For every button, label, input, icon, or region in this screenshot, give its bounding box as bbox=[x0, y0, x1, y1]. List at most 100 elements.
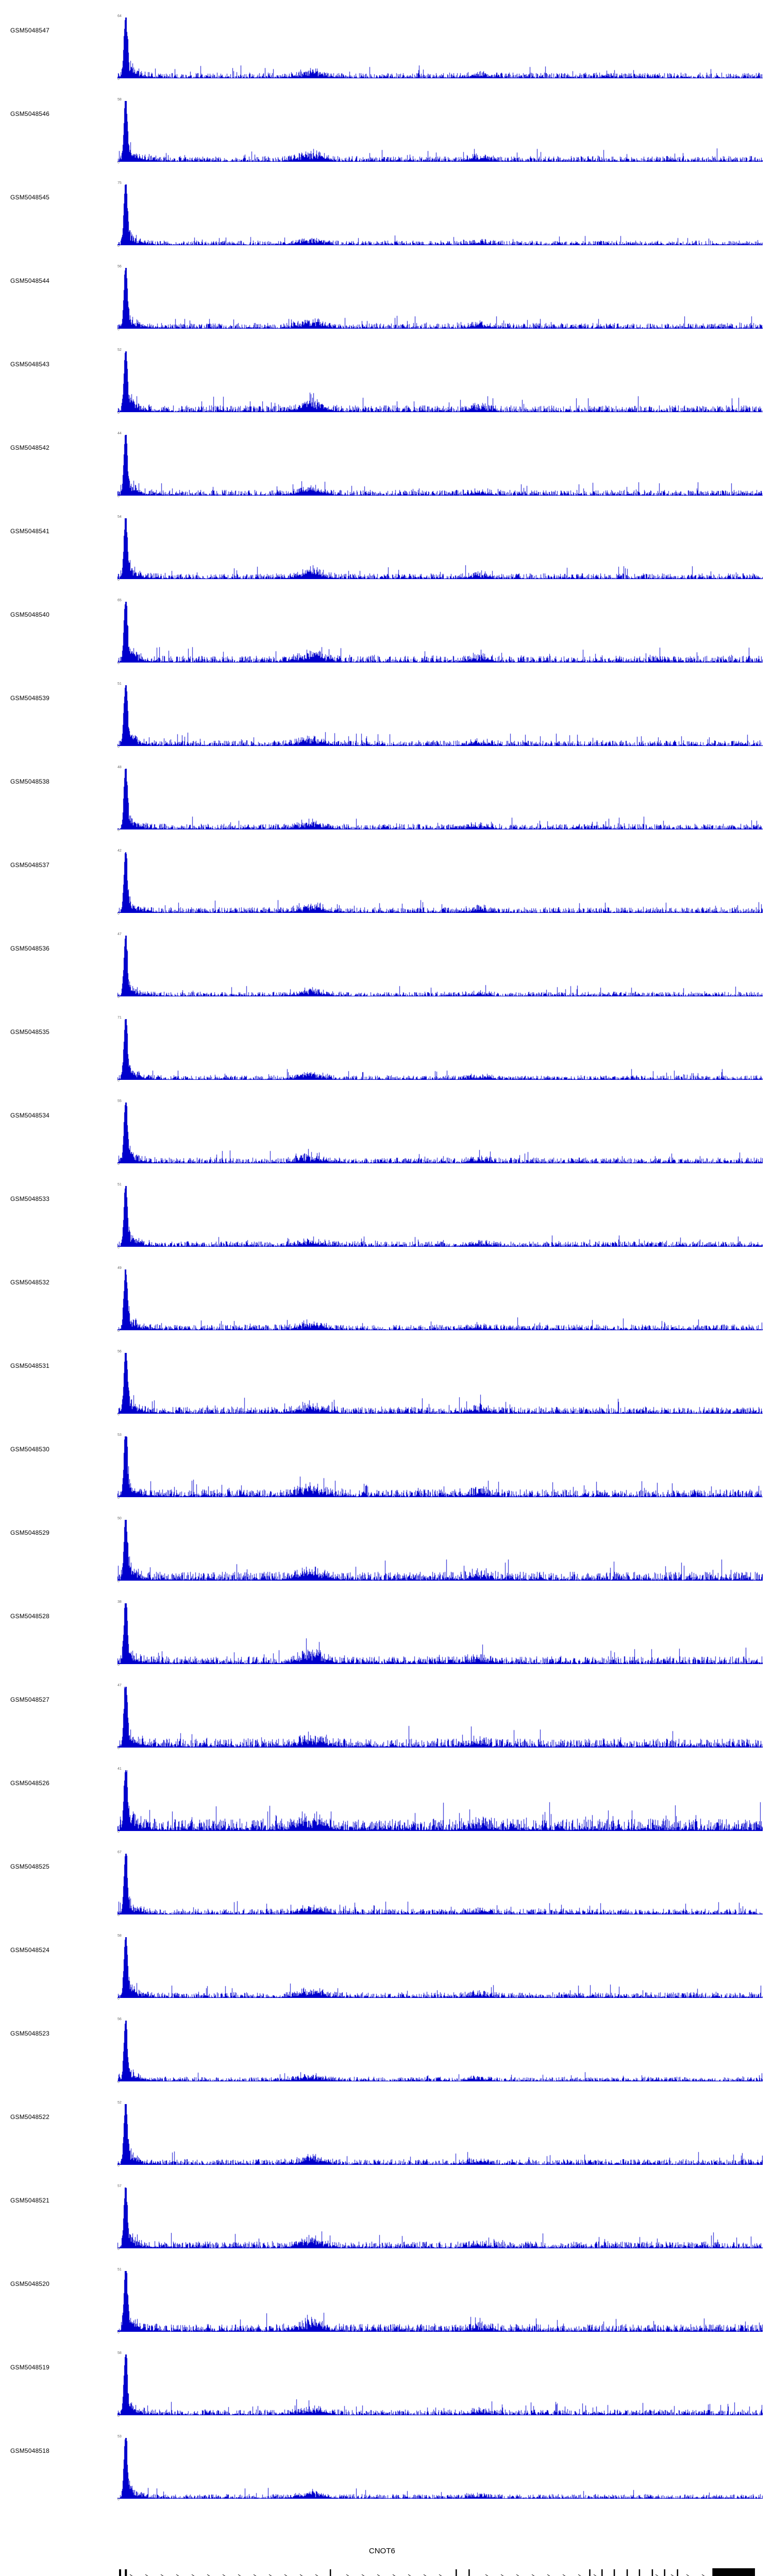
track-plot-area: 53 0 bbox=[117, 1433, 763, 1500]
coverage-histogram bbox=[117, 518, 763, 579]
coverage-histogram bbox=[117, 769, 763, 829]
track-plot-area: 49 0 bbox=[117, 1266, 763, 1333]
y-axis-min-label: 0 bbox=[117, 2164, 120, 2167]
track-plot-area: 56 0 bbox=[117, 265, 763, 331]
y-axis-min-label: 0 bbox=[117, 1413, 120, 1416]
track-sample-label: GSM5048539 bbox=[10, 694, 50, 702]
coverage-track: GSM5048523 56 0 bbox=[0, 2018, 773, 2101]
y-axis-max-label: 53 bbox=[117, 2435, 122, 2438]
track-sample-label: GSM5048540 bbox=[10, 611, 50, 618]
track-sample-label: GSM5048521 bbox=[10, 2197, 50, 2204]
track-plot-area: 51 0 bbox=[117, 682, 763, 749]
y-axis-min-label: 0 bbox=[117, 2247, 120, 2251]
track-sample-label: GSM5048532 bbox=[10, 1279, 50, 1286]
y-axis-max-label: 65 bbox=[117, 599, 122, 602]
coverage-track: GSM5048527 47 0 bbox=[0, 1684, 773, 1767]
coverage-track: GSM5048533 51 0 bbox=[0, 1183, 773, 1266]
track-sample-label: GSM5048529 bbox=[10, 1529, 50, 1536]
gene-name-label: CNOT6 bbox=[368, 2547, 395, 2555]
track-plot-area: 56 0 bbox=[117, 2018, 763, 2084]
track-sample-label: GSM5048546 bbox=[10, 110, 50, 117]
y-axis-max-label: 51 bbox=[117, 2268, 122, 2272]
coverage-histogram bbox=[117, 852, 763, 913]
y-axis-max-label: 50 bbox=[117, 1517, 122, 1520]
track-sample-label: GSM5048526 bbox=[10, 1780, 50, 1787]
coverage-track: GSM5048530 53 0 bbox=[0, 1433, 773, 1517]
coverage-track: GSM5048540 65 0 bbox=[0, 599, 773, 682]
track-plot-area: 54 0 bbox=[117, 515, 763, 582]
coverage-histogram bbox=[117, 1687, 763, 1748]
track-plot-area: 50 0 bbox=[117, 1517, 763, 1583]
track-sample-label: GSM5048527 bbox=[10, 1696, 50, 1703]
track-sample-label: GSM5048535 bbox=[10, 1028, 50, 1036]
gene-annotation-track: CNOT6 bbox=[0, 2547, 773, 2576]
track-sample-label: GSM5048518 bbox=[10, 2447, 50, 2454]
y-axis-max-label: 48 bbox=[117, 766, 122, 769]
y-axis-min-label: 0 bbox=[117, 1246, 120, 1249]
track-plot-area: 65 0 bbox=[117, 599, 763, 665]
track-sample-label: GSM5048538 bbox=[10, 778, 50, 785]
coverage-track: GSM5048521 57 0 bbox=[0, 2184, 773, 2268]
track-plot-area: 44 0 bbox=[117, 432, 763, 498]
y-axis-min-label: 0 bbox=[117, 244, 120, 248]
track-sample-label: GSM5048536 bbox=[10, 945, 50, 952]
coverage-track: GSM5048543 52 0 bbox=[0, 348, 773, 432]
track-sample-label: GSM5048544 bbox=[10, 277, 50, 284]
y-axis-max-label: 42 bbox=[117, 849, 122, 853]
track-plot-area: 52 0 bbox=[117, 2101, 763, 2167]
track-plot-area: 58 0 bbox=[117, 98, 763, 164]
y-axis-max-label: 75 bbox=[117, 181, 122, 185]
coverage-histogram bbox=[117, 435, 763, 496]
coverage-track: GSM5048536 47 0 bbox=[0, 933, 773, 1016]
coverage-track: GSM5048522 52 0 bbox=[0, 2101, 773, 2184]
y-axis-max-label: 58 bbox=[117, 98, 122, 101]
track-sample-label: GSM5048523 bbox=[10, 2030, 50, 2037]
coverage-histogram bbox=[117, 1269, 763, 1330]
y-axis-min-label: 0 bbox=[117, 161, 120, 164]
y-axis-min-label: 0 bbox=[117, 411, 120, 415]
coverage-track: GSM5048519 58 0 bbox=[0, 2351, 773, 2435]
coverage-histogram bbox=[117, 1937, 763, 1998]
y-axis-max-label: 53 bbox=[117, 1433, 122, 1437]
y-axis-min-label: 0 bbox=[117, 2331, 120, 2334]
coverage-histogram bbox=[117, 18, 763, 78]
y-axis-max-label: 51 bbox=[117, 682, 122, 686]
track-plot-area: 75 0 bbox=[117, 181, 763, 248]
y-axis-max-label: 41 bbox=[117, 1767, 122, 1771]
y-axis-max-label: 52 bbox=[117, 2101, 122, 2105]
coverage-track: GSM5048538 48 0 bbox=[0, 766, 773, 849]
track-sample-label: GSM5048520 bbox=[10, 2280, 50, 2287]
y-axis-max-label: 47 bbox=[117, 1684, 122, 1687]
y-axis-min-label: 0 bbox=[117, 495, 120, 498]
coverage-histogram bbox=[117, 2354, 763, 2415]
y-axis-min-label: 0 bbox=[117, 1496, 120, 1500]
y-axis-min-label: 0 bbox=[117, 1329, 120, 1333]
track-plot-area: 51 0 bbox=[117, 2268, 763, 2334]
track-plot-area: 48 0 bbox=[117, 766, 763, 832]
y-axis-max-label: 64 bbox=[117, 14, 122, 18]
track-plot-area: 42 0 bbox=[117, 849, 763, 916]
track-plot-area: 55 0 bbox=[117, 1099, 763, 1166]
coverage-histogram bbox=[117, 268, 763, 329]
track-sample-label: GSM5048545 bbox=[10, 194, 50, 201]
coverage-histogram bbox=[117, 351, 763, 412]
y-axis-max-label: 54 bbox=[117, 515, 122, 519]
coverage-histogram bbox=[117, 1854, 763, 1914]
track-sample-label: GSM5048542 bbox=[10, 444, 50, 451]
coverage-track: GSM5048535 71 0 bbox=[0, 1016, 773, 1099]
y-axis-min-label: 0 bbox=[117, 1830, 120, 1834]
track-plot-area: 38 0 bbox=[117, 1600, 763, 1667]
coverage-track: GSM5048547 64 0 bbox=[0, 14, 773, 98]
y-axis-min-label: 0 bbox=[117, 1997, 120, 2001]
coverage-histogram bbox=[117, 1520, 763, 1581]
track-sample-label: GSM5048537 bbox=[10, 861, 50, 869]
coverage-histogram bbox=[117, 2438, 763, 2499]
track-plot-area: 64 0 bbox=[117, 14, 763, 81]
y-axis-min-label: 0 bbox=[117, 662, 120, 665]
coverage-track: GSM5048520 51 0 bbox=[0, 2268, 773, 2351]
y-axis-max-label: 47 bbox=[117, 933, 122, 936]
track-sample-label: GSM5048519 bbox=[10, 2364, 50, 2371]
coverage-histogram bbox=[117, 1603, 763, 1664]
coverage-track: GSM5048518 53 0 bbox=[0, 2435, 773, 2518]
track-sample-label: GSM5048525 bbox=[10, 1863, 50, 1870]
